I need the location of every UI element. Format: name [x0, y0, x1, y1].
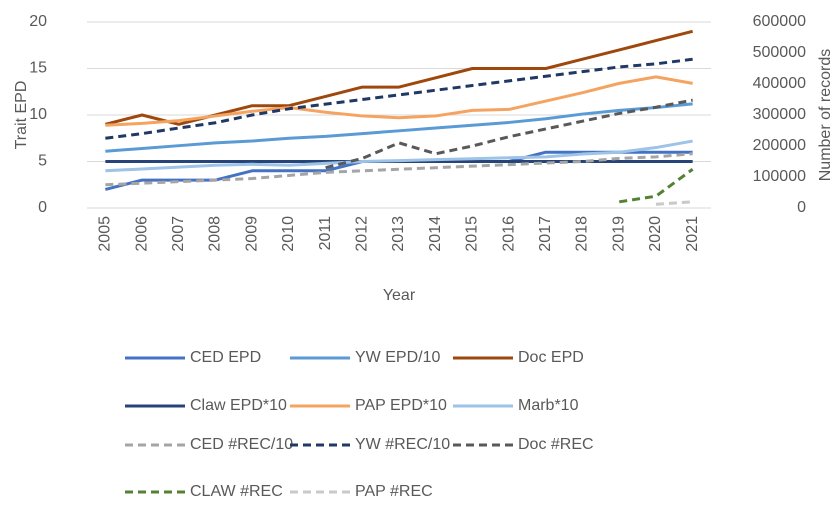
x-tick-label: 2007: [170, 216, 187, 252]
legend-label: PAP #REC: [355, 483, 433, 500]
x-tick-label: 2015: [464, 216, 481, 252]
y-tick-label: 15: [29, 60, 47, 77]
legend-label: Claw EPD*10: [190, 397, 287, 414]
series-line: [105, 152, 693, 187]
y2-tick-label: 400000: [753, 75, 806, 92]
x-tick-label: 2019: [610, 216, 627, 252]
legend-label: CLAW #REC: [190, 483, 283, 500]
y2-tick-label: 100000: [753, 168, 806, 185]
legend-label: Marb*10: [518, 397, 579, 414]
y2-tick-label: 600000: [753, 13, 806, 30]
series-line: [104, 150, 693, 191]
y2-tick-label: 500000: [753, 44, 806, 61]
series-line: [105, 57, 693, 140]
y-tick-label: 20: [29, 13, 47, 30]
y2-axis-title: Number of records: [817, 49, 834, 182]
x-tick-label: 2017: [537, 216, 554, 252]
x-axis-title: Year: [383, 287, 416, 304]
legend-label: CED EPD: [190, 349, 261, 366]
x-tick-label: 2006: [133, 216, 150, 252]
y2-tick-label: 300000: [753, 106, 806, 123]
series-line: [325, 98, 693, 170]
x-tick-label: 2014: [427, 216, 444, 252]
legend-label: YW #REC/10: [355, 436, 450, 453]
series-line: [105, 102, 693, 153]
x-tick-label: 2011: [317, 216, 334, 251]
x-tick-label: 2021: [684, 216, 701, 252]
series-line: [105, 75, 693, 127]
series-line: [105, 139, 693, 173]
series-line: [655, 200, 693, 206]
x-tick-label: 2016: [500, 216, 517, 252]
y-axis-title: Trait EPD: [13, 81, 30, 150]
y2-tick-label: 200000: [753, 137, 806, 154]
x-tick-label: 2013: [390, 216, 407, 252]
legend-label: YW EPD/10: [355, 349, 440, 366]
series-line: [619, 168, 694, 204]
x-tick-label: 2020: [647, 216, 664, 252]
x-tick-label: 2008: [207, 216, 224, 252]
x-tick-label: 2010: [280, 216, 297, 252]
x-tick-label: 2012: [354, 216, 371, 252]
legend-label: Doc EPD: [518, 349, 584, 366]
x-tick-label: 2005: [97, 216, 114, 252]
y-tick-label: 5: [38, 153, 47, 170]
legend-label: PAP EPD*10: [355, 397, 447, 414]
x-tick-label: 2009: [243, 216, 260, 252]
x-tick-label: 2018: [574, 216, 591, 252]
legend-label: Doc #REC: [518, 436, 594, 453]
y2-tick-label: 0: [797, 199, 806, 216]
y-tick-label: 10: [29, 106, 47, 123]
legend-label: CED #REC/10: [190, 436, 293, 453]
y-tick-label: 0: [38, 199, 47, 216]
